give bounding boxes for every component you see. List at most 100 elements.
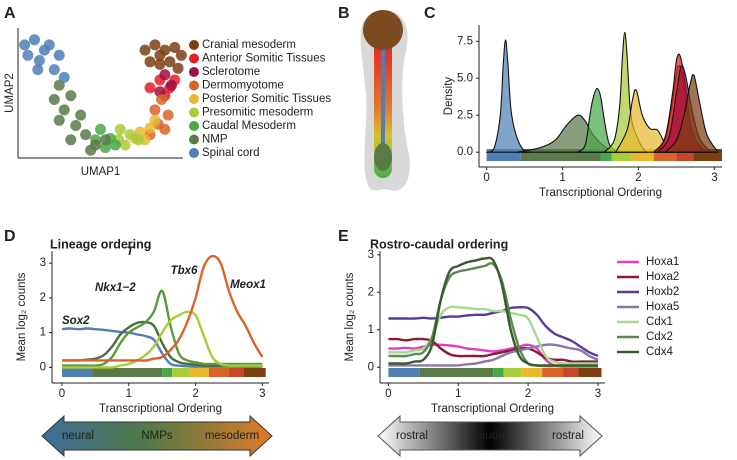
scatter-point <box>38 44 50 56</box>
scatter-point <box>53 49 65 61</box>
arrow-label: neural <box>62 430 94 442</box>
scatter-point <box>149 114 161 126</box>
arrow-label: rostral <box>552 430 584 442</box>
legend-marker <box>189 94 199 104</box>
scatter-point <box>99 142 111 154</box>
y-tick-label: 0 <box>368 361 374 373</box>
legend-label: Cranial mesoderm <box>202 39 296 51</box>
scatter-point <box>70 120 82 131</box>
y-tick-label: 1 <box>40 327 46 339</box>
ordering-bar-segment <box>493 368 504 377</box>
ordering-bar-segment <box>172 368 189 377</box>
ordering-bar-segment <box>243 368 266 377</box>
scatter-point <box>58 71 70 83</box>
scatter-point <box>53 114 65 126</box>
y-tick-label: 2 <box>40 292 46 304</box>
x-tick-label: 0 <box>59 388 65 400</box>
y-axis-label: Density <box>443 77 455 116</box>
scatter-point <box>144 122 156 134</box>
x-tick-label: 2 <box>635 172 641 184</box>
scatter-point <box>172 62 184 74</box>
legend-label: NMP <box>202 134 228 146</box>
head <box>363 10 403 50</box>
scatter-point <box>65 90 77 102</box>
legend-marker <box>189 53 199 64</box>
arrow-label: rostral <box>396 430 428 442</box>
scatter-point <box>124 129 136 141</box>
ordering-bar-segment <box>503 368 522 377</box>
legend-label: Hoxa5 <box>646 301 679 313</box>
legend-marker <box>189 67 199 77</box>
tail-bud <box>374 143 392 171</box>
chart-title: Lineage ordering <box>50 237 151 251</box>
x-axis-label: Transcriptional Ordering <box>99 403 222 415</box>
line-series <box>388 306 599 358</box>
y-axis-label: Mean log₂ counts <box>16 272 28 361</box>
ordering-bar-segment <box>208 368 229 377</box>
y-tick-label: 7.5 <box>457 35 473 47</box>
legend-marker <box>189 40 199 50</box>
legend-label: Spinal cord <box>202 147 260 159</box>
y-tick-label: 3 <box>368 249 374 261</box>
scatter-point <box>75 109 87 121</box>
x-tick-label: 3 <box>595 388 601 400</box>
scatter-point <box>48 64 60 76</box>
scatter-point <box>164 56 176 68</box>
density-area <box>577 88 621 153</box>
arrow-label: mesoderm <box>205 430 259 442</box>
y-axis-label: UMAP2 <box>4 73 16 113</box>
scatter-point <box>139 44 151 56</box>
x-tick-label: 3 <box>711 172 717 184</box>
scatter-point <box>99 134 111 146</box>
lineage-arrow <box>41 414 273 458</box>
scatter-point <box>114 123 126 135</box>
x-tick-label: 2 <box>192 388 198 400</box>
legend-label: Posterior Somitic Tissues <box>202 93 331 105</box>
ordering-bar-segment <box>578 368 602 377</box>
scatter-point <box>156 94 168 105</box>
line-series <box>388 337 598 363</box>
panel-letter: A <box>4 5 16 22</box>
legend-label: Sclerotome <box>202 66 260 78</box>
series-label: Sox2 <box>62 315 90 327</box>
y-tick-label: 2 <box>368 286 374 298</box>
panel-letter: E <box>338 228 349 245</box>
panel-letter: C <box>424 5 436 22</box>
scatter-point <box>53 79 65 91</box>
x-axis-label: UMAP1 <box>81 166 121 178</box>
rostro-caudal-arrow <box>377 414 603 458</box>
scatter-point <box>33 55 45 66</box>
scatter-point <box>132 134 144 146</box>
scatter-point <box>169 42 181 53</box>
ordering-bar-segment <box>92 368 163 377</box>
y-axis-label: Mean log₂ counts <box>344 272 356 361</box>
series-label: T <box>126 246 134 258</box>
scatter-point <box>48 94 60 105</box>
arrow-label: caudal <box>473 430 507 442</box>
legend-label: Anterior Somitic Tissues <box>202 53 326 65</box>
y-tick-label: 5.0 <box>457 72 473 84</box>
x-tick-label: 1 <box>559 172 565 184</box>
legend-label: Cdx4 <box>646 346 673 358</box>
chart-title: Rostro-caudal ordering <box>370 237 508 251</box>
scatter-point <box>165 79 177 91</box>
ordering-bar-segment <box>419 368 494 377</box>
x-tick-label: 0 <box>483 172 489 184</box>
legend-label: Dermomyotome <box>202 80 284 92</box>
line-series <box>388 343 599 367</box>
x-axis-label: Transcriptional Ordering <box>431 403 554 415</box>
scatter-point <box>144 82 156 94</box>
ordering-bar-segment <box>521 368 543 377</box>
x-tick-label: 1 <box>126 388 132 400</box>
scatter-point <box>22 49 34 61</box>
ordering-bar-segment <box>162 368 173 377</box>
scatter-point <box>175 49 187 61</box>
scatter-point <box>154 58 166 70</box>
embryo-diagram <box>360 10 410 191</box>
panel-letter: D <box>4 228 16 245</box>
scatter-point <box>29 34 40 46</box>
scatter-point <box>159 69 171 81</box>
scatter-point <box>144 56 156 68</box>
legend-marker <box>189 148 199 158</box>
y-tick-label: 3 <box>40 257 46 269</box>
